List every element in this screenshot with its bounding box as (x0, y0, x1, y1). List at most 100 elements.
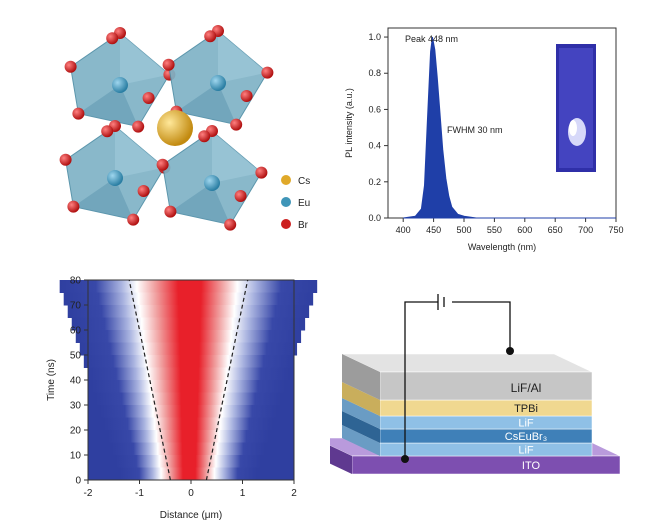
br-atom (234, 190, 247, 202)
legend-dot (281, 175, 291, 185)
pl-x-tick-label: 550 (487, 225, 502, 235)
heatmap-y-tick-label: 20 (70, 426, 82, 437)
heatmap-y-tick-label: 40 (70, 376, 82, 387)
eu-atom (204, 175, 220, 191)
layer-label-3: LiF (518, 418, 534, 430)
pl-y-axis-label: PL intensity (a.u.) (344, 88, 354, 158)
lif-al-layer: LiF/Al (341, 353, 593, 401)
pl-x-tick-label: 600 (517, 225, 532, 235)
heatmap-x-axis-label: Distance (μm) (160, 510, 222, 521)
pl-x-tick-label: 400 (396, 225, 411, 235)
layer-label-5: LiF/Al (511, 381, 542, 395)
pl-x-tick-label: 750 (608, 225, 623, 235)
heatmap-x-tick-label: -1 (135, 488, 144, 499)
br-atom (101, 125, 114, 138)
br-atom (240, 90, 253, 102)
br-atom (261, 66, 274, 79)
pl-y-tick-label: 0.4 (368, 141, 381, 151)
heatmap-x-tick-label: -2 (84, 488, 93, 499)
heatmap-y-tick-label: 30 (70, 401, 82, 412)
heatmap-row (107, 430, 269, 443)
br-atom (132, 120, 145, 133)
pl-peak-annotation: Peak 448 nm (405, 34, 458, 44)
heatmap-y-axis-label: Time (ns) (46, 359, 57, 401)
br-atom (230, 118, 243, 131)
br-atom (127, 213, 140, 226)
br-atom (72, 107, 85, 120)
heatmap-row (103, 417, 273, 431)
heatmap-row (91, 380, 285, 393)
legend-dot (281, 197, 291, 207)
pl-y-tick-label: 1.0 (368, 32, 381, 42)
pl-x-axis-label: Wavelength (nm) (468, 242, 536, 252)
heatmap-row (99, 405, 277, 418)
heatmap-row (75, 330, 302, 343)
br-atom (64, 60, 77, 73)
br-atom (164, 205, 177, 218)
heatmap-row (79, 342, 298, 356)
heatmap-x-tick-label: 2 (291, 488, 297, 499)
heatmap-row (95, 392, 281, 406)
br-atom (255, 166, 268, 179)
heatmap-row (67, 305, 310, 318)
heatmap-row (71, 317, 306, 331)
circuit-wires (404, 294, 511, 459)
heatmap-row (120, 467, 257, 481)
br-atom (204, 30, 217, 43)
pl-fwhm-annotation: FWHM 30 nm (447, 125, 503, 135)
legend-label-1: Eu (298, 198, 310, 209)
emission-photo-inset (556, 44, 596, 172)
pl-y-tick-label: 0.6 (368, 104, 381, 114)
br-atom (142, 92, 155, 104)
br-atom (59, 153, 72, 166)
heatmap-row (59, 280, 318, 293)
top-contact-dot (506, 347, 514, 355)
heatmap-row (111, 442, 265, 456)
pl-spectrum-chart: 400 450 500 550 600 650 700 750 0.0 0.2 0.4 0.6 0.8 1… (344, 27, 624, 252)
pl-spectrum-area (403, 36, 616, 219)
heatmap-x-tick-label: 0 (188, 488, 194, 499)
heatmap-row (116, 455, 261, 468)
br-atom (137, 185, 150, 197)
bottom-contact-dot (401, 455, 409, 463)
layer-label-4: TPBi (514, 403, 538, 415)
heatmap-y-tick-label: 70 (70, 301, 82, 312)
pl-x-tick-label: 700 (578, 225, 593, 235)
pl-x-tick-label: 500 (456, 225, 471, 235)
heatmap-y-tick-label: 0 (75, 476, 81, 487)
crystal-structure-figure: Cs Eu Br (59, 25, 310, 231)
layer-label-2: CsEuBr₃ (505, 431, 547, 443)
layer-label-1: LiF (518, 445, 534, 457)
heatmap-x-tick-label: 1 (240, 488, 246, 499)
cs-atom (157, 110, 193, 146)
layer-label-0: ITO (522, 460, 541, 472)
pl-x-tick-label: 450 (426, 225, 441, 235)
heatmap-y-tick-label: 80 (70, 276, 82, 287)
br-atom (198, 130, 211, 143)
eu-atom (210, 75, 226, 91)
br-atom (162, 58, 175, 71)
legend-label-2: Br (298, 220, 309, 231)
pl-y-tick-label: 0.8 (368, 68, 381, 78)
pl-y-tick-label: 0.0 (368, 213, 381, 223)
pl-y-tick-label: 0.2 (368, 177, 381, 187)
br-atom (106, 32, 119, 45)
br-atom (67, 200, 80, 213)
heatmap-row (63, 292, 314, 306)
eu-atom (112, 77, 128, 93)
crystal-structure-panel: Cs Eu Br (0, 0, 330, 260)
heatmap-y-tick-label: 10 (70, 451, 82, 462)
heatmap-y-tick-label: 60 (70, 326, 82, 337)
diffusion-heatmap-panel: -2 -1 0 1 2 0 10 20 30 40 50 60 70 80 Distance (μm) T… (0, 262, 330, 527)
heatmap-row (87, 367, 290, 381)
heatmap-row (83, 355, 294, 368)
heatmap-y-tick-label: 50 (70, 351, 82, 362)
br-atom (224, 218, 237, 231)
pl-spectrum-panel: 400 450 500 550 600 650 700 750 0.0 0.2 0.4 0.6 0.8 1… (330, 0, 658, 260)
device-stack-panel: ITO LiF CsEuBr₃ LiF TPBi LiF/Al (313, 262, 658, 527)
eu-atom (107, 170, 123, 186)
left-diffusion-boundary (128, 279, 171, 481)
br-atom (156, 158, 169, 171)
